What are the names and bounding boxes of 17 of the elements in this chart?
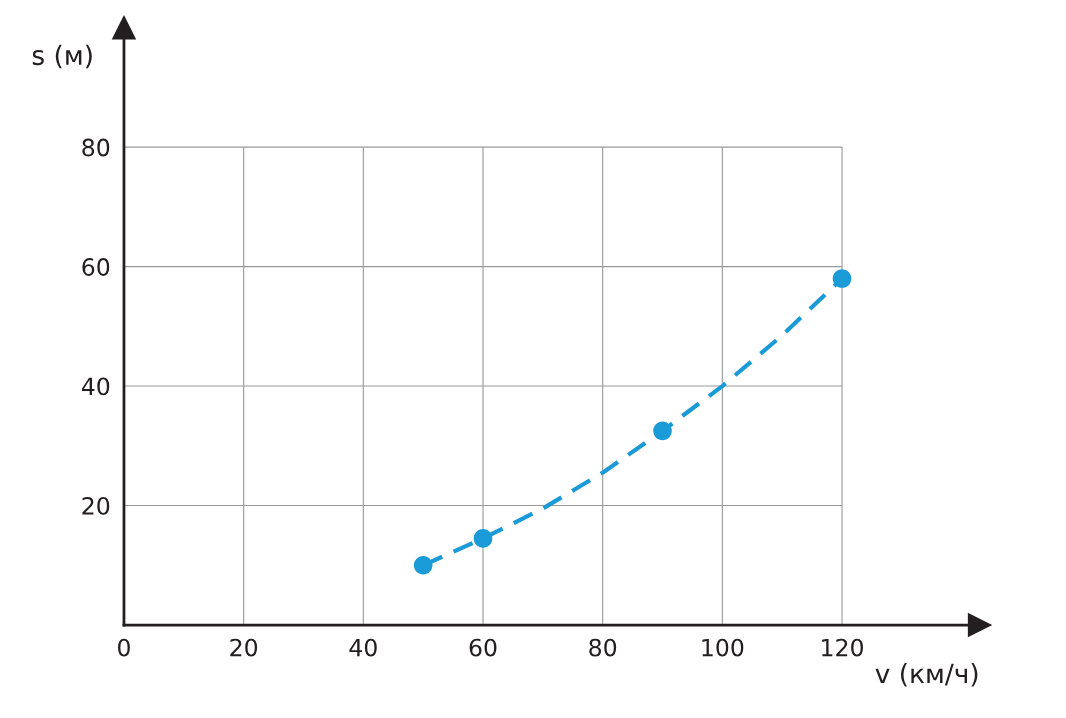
- x-tick-label: 100: [702, 638, 744, 657]
- point: [653, 421, 672, 441]
- x-tick-label: 0: [118, 638, 130, 657]
- x-tick-label: 60: [469, 638, 497, 657]
- point: [413, 555, 433, 575]
- point: [832, 269, 852, 288]
- y-tick-label: 20: [82, 496, 110, 515]
- x-tick-label: 80: [589, 638, 617, 657]
- y-tick-label: 40: [81, 377, 110, 396]
- y-tick-label: 80: [82, 138, 110, 157]
- y-tick-label: 60: [82, 258, 110, 276]
- x-tick-label: 40: [349, 638, 377, 657]
- x-axis-title: v (км/ч): [875, 663, 978, 687]
- y-axis-title: s (м): [32, 44, 92, 69]
- x-tick-label: 20: [230, 638, 258, 657]
- x-tick-label: 120: [822, 638, 863, 657]
- point: [473, 529, 493, 548]
